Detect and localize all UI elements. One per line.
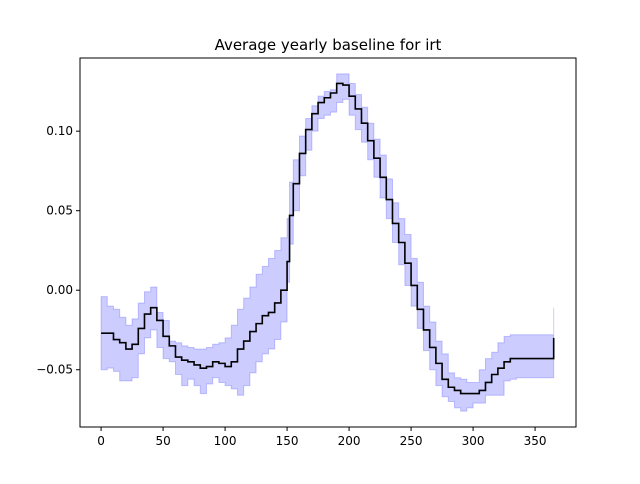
y-tick-label: −0.05	[36, 363, 73, 377]
y-tick-label: 0.00	[46, 283, 73, 297]
plot-area	[100, 73, 555, 412]
y-tick-label: 0.05	[46, 204, 73, 218]
chart-title: Average yearly baseline for irt	[215, 36, 442, 54]
x-tick-label: 0	[97, 434, 105, 448]
x-tick-label: 200	[338, 434, 361, 448]
series-mean-line	[101, 82, 555, 395]
x-tick-label: 350	[524, 434, 547, 448]
x-tick-label: 300	[462, 434, 485, 448]
x-tick-label: 150	[276, 434, 299, 448]
plot-frame	[79, 57, 577, 428]
axes: 0 50 100 150 200 250 300 350 −0.05 0.00 0.05 0.10	[36, 124, 546, 448]
series-band	[100, 73, 555, 412]
x-tick-label: 100	[214, 434, 237, 448]
x-tick-label: 50	[155, 434, 170, 448]
y-tick-label: 0.10	[46, 124, 73, 138]
x-tick-label: 250	[400, 434, 423, 448]
